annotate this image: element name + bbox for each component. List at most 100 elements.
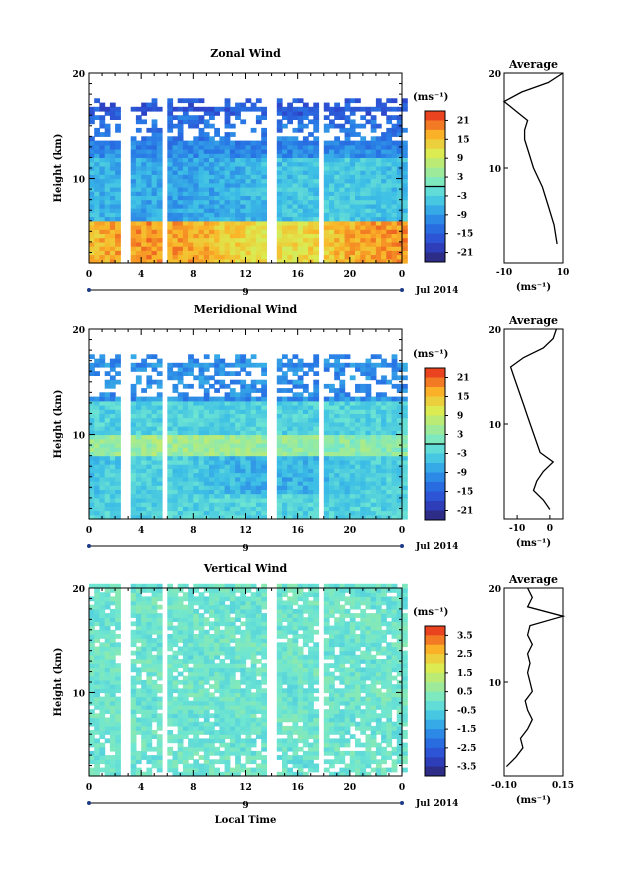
heatmap-cell xyxy=(313,409,319,414)
heatmap-cell xyxy=(324,363,330,368)
heatmap-cell xyxy=(366,204,372,209)
heatmap-cell xyxy=(173,722,179,727)
heatmap-cell xyxy=(261,477,267,482)
heatmap-cell xyxy=(178,397,184,402)
heatmap-cell xyxy=(110,200,116,205)
heatmap-cell xyxy=(183,430,189,435)
heatmap-cell xyxy=(204,701,210,706)
heatmap-cell xyxy=(313,485,319,490)
heatmap-cell xyxy=(287,153,293,158)
heatmap-cell xyxy=(136,456,142,461)
heatmap-cell xyxy=(230,255,236,260)
heatmap-cell xyxy=(219,191,225,196)
heatmap-cell xyxy=(214,255,220,260)
heatmap-cell xyxy=(219,722,225,727)
heatmap-cell xyxy=(89,418,95,423)
heatmap-cell xyxy=(188,601,194,606)
heatmap-cell xyxy=(173,464,179,469)
heatmap-cell xyxy=(94,107,100,112)
heatmap-cell xyxy=(89,630,95,635)
heatmap-cell xyxy=(209,659,215,664)
heatmap-cell xyxy=(94,212,100,217)
heatmap-cell xyxy=(105,426,111,431)
heatmap-cell xyxy=(345,485,351,490)
heatmap-cell xyxy=(360,367,366,372)
heatmap-cell xyxy=(152,418,158,423)
heatmap-cell xyxy=(188,751,194,756)
heatmap-cell xyxy=(141,734,147,739)
heatmap-cell xyxy=(99,255,105,260)
heatmap-cell xyxy=(392,229,398,234)
heatmap-cell xyxy=(303,238,309,243)
heatmap-cell xyxy=(277,217,283,222)
heatmap-cell xyxy=(282,375,288,380)
heatmap-cell xyxy=(167,722,173,727)
heatmap-cell xyxy=(261,136,267,141)
heatmap-cell xyxy=(136,115,142,120)
heatmap-cell xyxy=(225,153,231,158)
heatmap-cell xyxy=(293,464,299,469)
heatmap-cell xyxy=(209,191,215,196)
heatmap-cell xyxy=(146,397,152,402)
heatmap-cell xyxy=(345,183,351,188)
heatmap-cell xyxy=(131,162,137,167)
heatmap-cell xyxy=(99,195,105,200)
heatmap-cell xyxy=(193,511,199,516)
heatmap-cell xyxy=(183,506,189,511)
heatmap-cell xyxy=(193,718,199,723)
heatmap-cell xyxy=(199,705,205,710)
heatmap-cell xyxy=(308,363,314,368)
heatmap-cell xyxy=(204,242,210,247)
heatmap-cell xyxy=(308,405,314,410)
heatmap-cell xyxy=(188,413,194,418)
heatmap-cell xyxy=(105,384,111,389)
heatmap-cell xyxy=(199,221,205,226)
heatmap-cell xyxy=(199,613,205,618)
heatmap-cell xyxy=(303,439,309,444)
heatmap-cell xyxy=(105,764,111,769)
heatmap-cell xyxy=(131,494,137,499)
heatmap-cell xyxy=(350,498,356,503)
heatmap-cell xyxy=(402,103,408,108)
y-axis-label: Height (km) xyxy=(53,390,64,459)
heatmap-cell xyxy=(371,371,377,376)
heatmap-cell xyxy=(371,149,377,154)
heatmap-cell xyxy=(293,354,299,359)
heatmap-cell xyxy=(246,456,252,461)
heatmap-cell xyxy=(204,759,210,764)
heatmap-cell xyxy=(152,511,158,516)
heatmap-cell xyxy=(152,601,158,606)
heatmap-cell xyxy=(256,141,262,146)
heatmap-cell xyxy=(324,413,330,418)
heatmap-cell xyxy=(298,187,304,192)
heatmap-cell xyxy=(105,439,111,444)
heatmap-cell xyxy=(376,153,382,158)
heatmap-cell xyxy=(334,468,340,473)
heatmap-cell xyxy=(141,502,147,507)
heatmap-cell xyxy=(209,477,215,482)
heatmap-cell xyxy=(313,447,319,452)
heatmap-cell xyxy=(251,208,257,213)
heatmap-cell xyxy=(293,179,299,184)
heatmap-cell xyxy=(287,233,293,238)
heatmap-cell xyxy=(350,426,356,431)
heatmap-cell xyxy=(115,162,121,167)
heatmap-cell xyxy=(146,418,152,423)
heatmap-cell xyxy=(214,768,220,773)
heatmap-cell xyxy=(261,430,267,435)
heatmap-cell xyxy=(298,401,304,406)
heatmap-cell xyxy=(115,149,121,154)
heatmap-cell xyxy=(136,672,142,677)
heatmap-cell xyxy=(355,473,361,478)
heatmap-cell xyxy=(360,217,366,222)
heatmap-cell xyxy=(131,141,137,146)
heatmap-cell xyxy=(402,384,408,389)
heatmap-cell xyxy=(157,747,163,752)
heatmap-cell xyxy=(183,250,189,255)
heatmap-cell xyxy=(193,498,199,503)
heatmap-cell xyxy=(261,405,267,410)
heatmap-cell xyxy=(131,630,137,635)
heatmap-cell xyxy=(193,663,199,668)
heatmap-cell xyxy=(89,136,95,141)
heatmap-cell xyxy=(152,498,158,503)
